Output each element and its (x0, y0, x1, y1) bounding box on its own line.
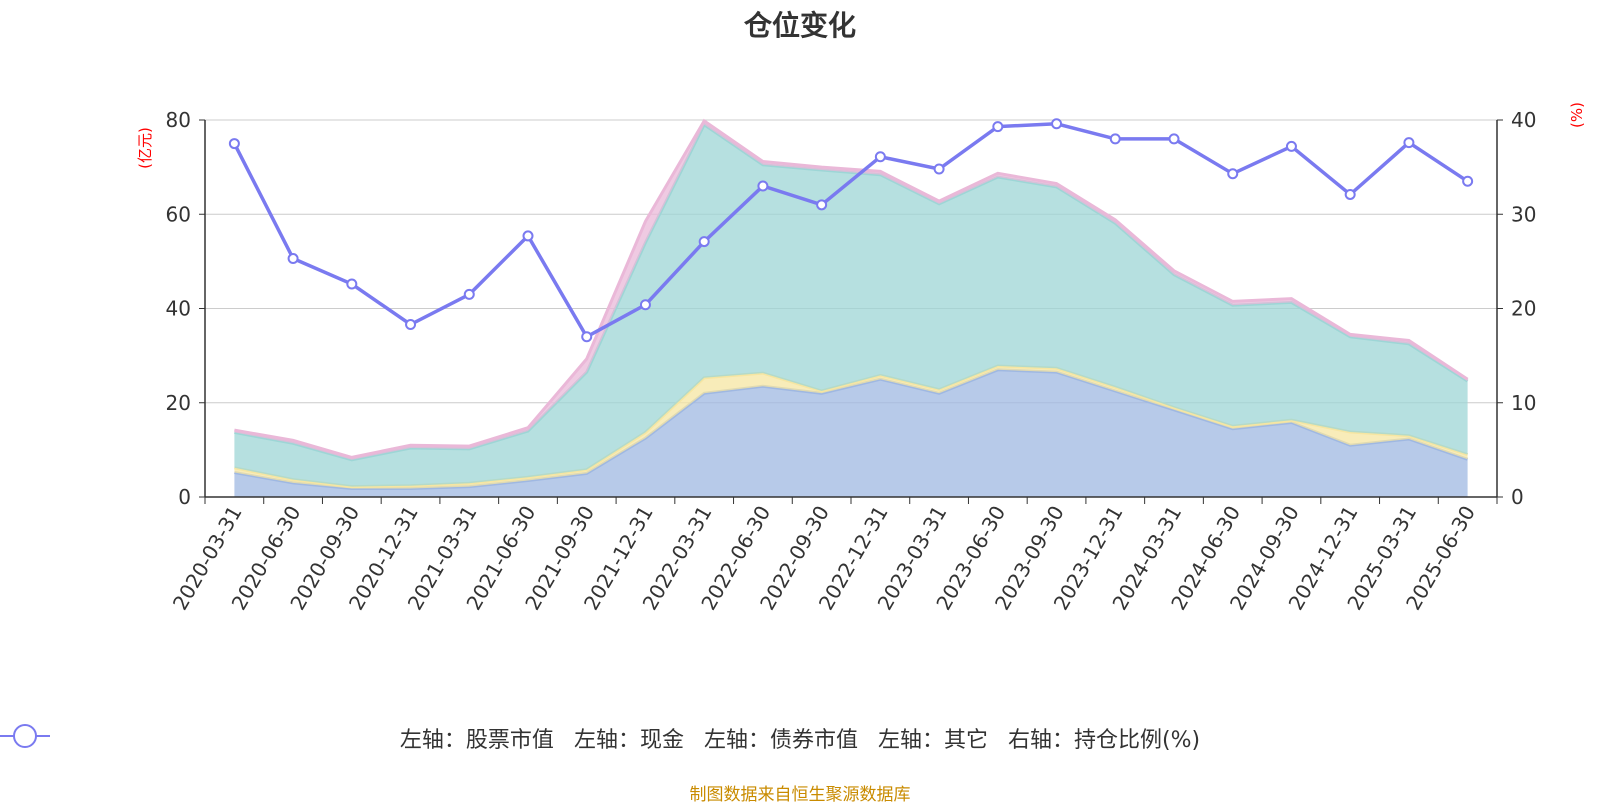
area-series-1 (234, 369, 1468, 497)
legend-marker-icon (0, 724, 50, 748)
holding-ratio-point (1344, 188, 1356, 200)
holding-ratio-point (581, 331, 593, 343)
holding-ratio-point (463, 288, 475, 300)
chart-title: 仓位变化 (743, 9, 856, 42)
holding-ratio-point (1168, 133, 1180, 145)
legend-label: 左轴：债券市值 (703, 728, 858, 753)
holding-ratio-point (522, 230, 534, 242)
holding-ratio-point (1227, 168, 1239, 180)
legend-item[interactable]: 左轴：现金 (0, 722, 684, 754)
legend-item[interactable]: 左轴：债券市值 (0, 722, 858, 754)
holding-ratio-point (405, 319, 417, 331)
legend-label: 左轴：股票市值 (399, 728, 554, 753)
holding-ratio-point (992, 121, 1004, 133)
legend-item[interactable]: 左轴：股票市值 (0, 722, 554, 754)
source-note: 制图数据来自恒生聚源数据库 (689, 785, 911, 805)
legend-label: 左轴：其它 (877, 728, 988, 753)
holding-ratio-point (346, 278, 358, 290)
holding-ratio-point (1462, 175, 1474, 187)
legend-label: 右轴：持仓比例(%) (1007, 728, 1201, 753)
left-tick-label: 60 (166, 202, 191, 226)
holding-ratio-point (698, 236, 710, 248)
right-tick-label: 20 (1511, 297, 1536, 321)
holding-ratio-point (639, 299, 651, 311)
holding-ratio-point (228, 138, 240, 150)
area-edge-series-4 (234, 118, 1469, 459)
holding-ratio-point (1403, 137, 1415, 149)
right-axis-unit: (%) (1568, 102, 1586, 128)
right-tick-label: 0 (1511, 485, 1524, 509)
holding-ratio-point (933, 163, 945, 175)
legend: 左轴：股票市值 左轴：现金 左轴：债券市值 左轴：其它 右轴：持仓比例(%) (0, 722, 1600, 754)
holding-ratio-point (1109, 133, 1121, 145)
left-axis-unit: (亿元) (136, 127, 154, 169)
left-tick-label: 0 (178, 485, 191, 509)
right-tick-label: 10 (1511, 391, 1536, 415)
holding-ratio-point (757, 180, 769, 192)
line-series (228, 118, 1474, 343)
holding-ratio-point (874, 151, 886, 163)
area-series-3 (234, 124, 1468, 487)
left-tick-label: 40 (166, 297, 191, 321)
holding-ratio-point (816, 199, 828, 211)
chart-canvas: 0204060800102030402020-03-312020-06-3020… (136, 102, 1586, 614)
right-tick-label: 30 (1511, 202, 1536, 226)
legend-item[interactable]: 右轴：持仓比例(%) (0, 722, 1201, 754)
holding-ratio-point (1051, 118, 1063, 130)
legend-label: 左轴：现金 (573, 728, 684, 753)
left-tick-label: 20 (166, 391, 191, 415)
holding-ratio-point (287, 253, 299, 265)
legend-item[interactable]: 左轴：其它 (0, 722, 988, 754)
left-tick-label: 80 (166, 108, 191, 132)
holding-ratio-point (1285, 140, 1297, 152)
holding-ratio-line (232, 122, 1469, 340)
area-series (234, 118, 1469, 497)
right-tick-label: 40 (1511, 108, 1536, 132)
